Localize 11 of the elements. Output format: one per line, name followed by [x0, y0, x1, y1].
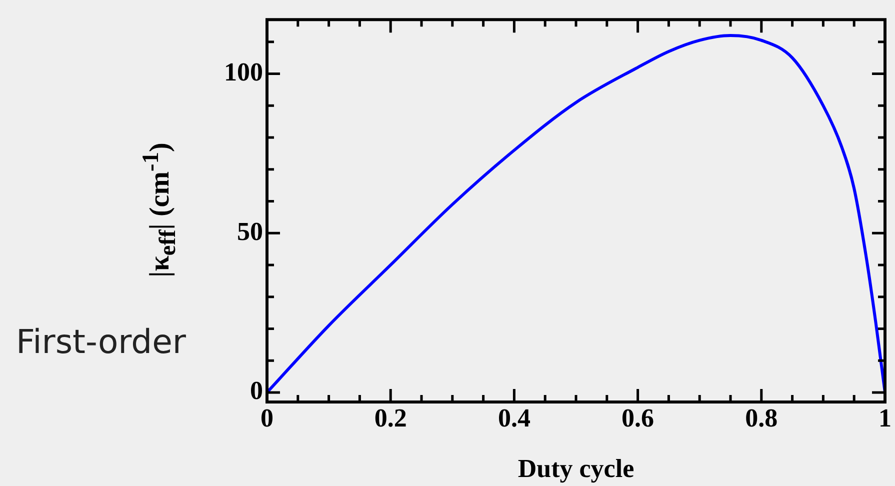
y-tick-label: 100	[224, 57, 263, 86]
x-axis-title: Duty cycle	[518, 454, 634, 484]
y-tick-label: 0	[250, 376, 263, 406]
x-tick-label: 1	[878, 403, 892, 432]
y-tick-label: 50	[237, 216, 263, 246]
text: First-order	[16, 322, 186, 361]
x-tick-label: 0.6	[622, 403, 654, 432]
line-series	[267, 34, 885, 394]
x-tick-label: 0.8	[745, 403, 778, 432]
x-tick-label: 0.2	[374, 403, 407, 432]
x-tick-label: 0.4	[498, 403, 530, 432]
